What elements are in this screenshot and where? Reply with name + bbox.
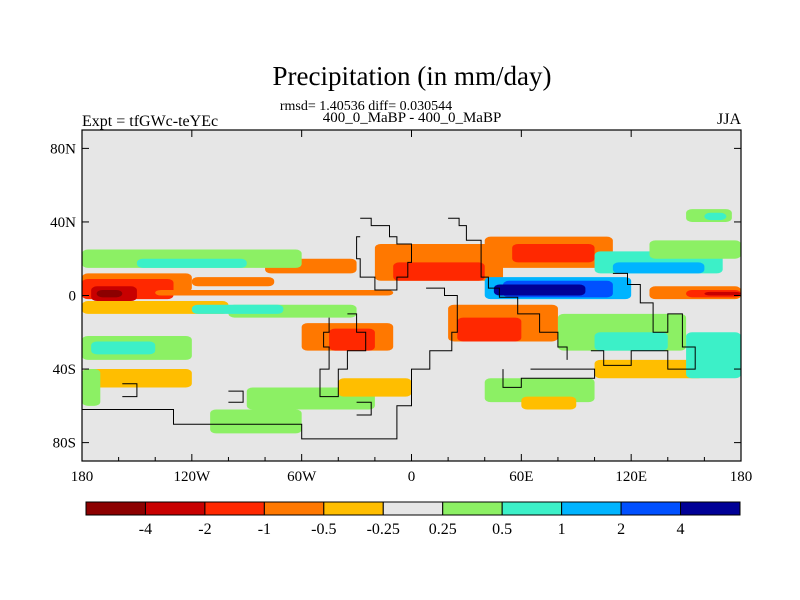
colorbar-label: -2 xyxy=(198,521,211,538)
y-tick-label: 80S xyxy=(53,436,76,452)
contour-region xyxy=(484,378,595,403)
continent-outline xyxy=(319,313,367,398)
contour-region xyxy=(612,262,705,274)
x-tick-label: 60W xyxy=(287,469,317,485)
contour-region xyxy=(82,301,229,314)
subtitle: 400_0_MaBP - 400_0_MaBP xyxy=(323,110,502,126)
contour-region xyxy=(686,332,741,379)
colorbar-label: 2 xyxy=(617,521,625,538)
colorbar-swatch xyxy=(501,501,563,516)
contour-region xyxy=(649,240,741,259)
stats-line: rmsd= 1.40536 diff= 0.030544 xyxy=(280,99,452,114)
contour-region xyxy=(704,212,727,221)
contour-region xyxy=(329,328,375,351)
continent-outline xyxy=(356,401,372,416)
contour-region xyxy=(210,409,302,434)
colorbar-label: -1 xyxy=(258,521,271,538)
contour-region xyxy=(493,284,586,296)
x-tick-label: 120E xyxy=(615,469,647,485)
x-tick-label: 0 xyxy=(408,469,416,485)
contour-region xyxy=(191,277,275,287)
continent-outline xyxy=(448,217,568,360)
contour-region xyxy=(136,258,247,268)
contour-region xyxy=(457,317,522,342)
colorbar-swatch xyxy=(442,501,503,516)
contour-region xyxy=(96,289,123,298)
colorbar-swatch xyxy=(85,501,146,516)
colorbar-label: -0.5 xyxy=(311,521,336,538)
x-tick-label: 60E xyxy=(509,469,533,485)
continent-outline xyxy=(122,383,138,398)
colorbar-label: -4 xyxy=(139,521,152,538)
colorbar-swatch xyxy=(204,501,265,516)
axes: 180 120W 60W 0 60E 120E 180 80N 40N 0 40S 80S xyxy=(50,129,753,485)
colorbar-swatch xyxy=(144,501,206,516)
colorbar-label: 1 xyxy=(558,521,566,538)
contour-region xyxy=(704,291,741,296)
continent-outline xyxy=(590,272,696,370)
colorbar-swatch xyxy=(680,501,741,516)
continent-outline xyxy=(356,217,412,291)
colorbar-swatch xyxy=(620,501,682,516)
continent-outline xyxy=(502,368,596,388)
contour-region xyxy=(338,378,412,397)
colorbar-label: -0.25 xyxy=(367,521,400,538)
contour-region xyxy=(594,359,705,379)
contour-region xyxy=(82,369,192,388)
colorbar-swatch xyxy=(323,501,384,516)
contour-region xyxy=(91,341,156,355)
colorbar-swatch xyxy=(561,501,622,516)
y-tick-label: 80N xyxy=(50,141,76,157)
contour-region xyxy=(512,244,595,263)
plot-area xyxy=(82,130,741,461)
y-tick-label: 40N xyxy=(50,215,76,231)
contour-region xyxy=(521,396,577,410)
x-tick-label: 180 xyxy=(71,469,94,485)
x-tick-label: 180 xyxy=(730,469,753,485)
contour-region xyxy=(594,332,668,351)
continent-outline xyxy=(82,287,458,440)
season-label: JJA xyxy=(717,111,741,128)
colorbar-label: 0.5 xyxy=(492,521,512,538)
x-tick-label: 120W xyxy=(173,469,211,485)
continent-outline xyxy=(228,390,244,403)
chart-title: Precipitation (in mm/day) xyxy=(273,61,552,91)
contour-region xyxy=(82,369,101,406)
colorbar-label: 4 xyxy=(677,521,685,538)
y-tick-label: 40S xyxy=(53,362,76,378)
colorbar-swatch xyxy=(382,501,444,516)
contour-region xyxy=(155,289,394,296)
experiment-label: Expt = tfGWc-teYEc xyxy=(82,113,218,130)
colorbar: -4 -2 -1 -0.5 -0.25 0.25 0.5 1 2 4 xyxy=(85,501,741,538)
y-tick-label: 0 xyxy=(69,289,77,305)
colorbar-label: 0.25 xyxy=(429,521,457,538)
contour-region xyxy=(191,304,284,314)
colorbar-swatch xyxy=(263,501,325,516)
contour-region xyxy=(393,262,485,281)
